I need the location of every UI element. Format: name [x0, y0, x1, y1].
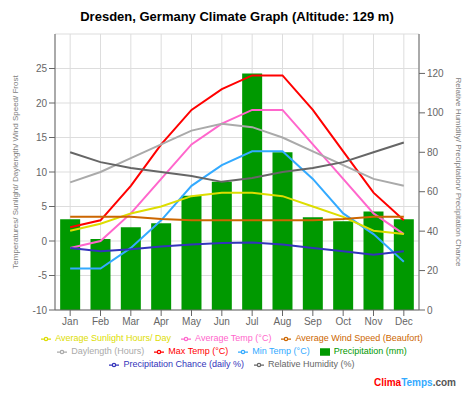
- svg-text:Jan: Jan: [62, 316, 78, 327]
- svg-text:5: 5: [41, 201, 47, 212]
- svg-text:Oct: Oct: [335, 316, 351, 327]
- svg-text:-5: -5: [38, 270, 47, 281]
- svg-text:Mar: Mar: [122, 316, 140, 327]
- svg-text:May: May: [182, 316, 201, 327]
- svg-text:100: 100: [427, 107, 444, 118]
- svg-text:Temperatures/ Sunlight/ Daylen: Temperatures/ Sunlight/ Daylength/ Wind …: [11, 75, 20, 269]
- svg-text:Feb: Feb: [92, 316, 110, 327]
- svg-text:20: 20: [36, 98, 48, 109]
- html-text:Max Temp (°C): Max Temp (°C): [168, 346, 229, 356]
- svg-text:20: 20: [427, 265, 439, 276]
- svg-text:40: 40: [427, 226, 439, 237]
- html-text:Precipitation (mm): Precipitation (mm): [333, 346, 407, 356]
- html-text:Relative Humidity (%): Relative Humidity (%): [268, 359, 355, 369]
- html-text:Average Temp (°C): Average Temp (°C): [195, 333, 272, 343]
- svg-text:15: 15: [36, 132, 48, 143]
- svg-text:Dec: Dec: [395, 316, 413, 327]
- svg-text:25: 25: [36, 63, 48, 74]
- html-text:Average Wind Speed (Beaufort): Average Wind Speed (Beaufort): [295, 333, 423, 343]
- svg-text:Relative Humidity/ Precipitati: Relative Humidity/ Precipitation/ Precip…: [454, 78, 463, 268]
- svg-text:0: 0: [427, 305, 433, 316]
- svg-text:0: 0: [41, 236, 47, 247]
- html-text:Average Sunlight Hours/ Day: Average Sunlight Hours/ Day: [55, 333, 172, 343]
- html-text:Min Temp (°C): Min Temp (°C): [252, 346, 310, 356]
- svg-text:Aug: Aug: [274, 316, 292, 327]
- svg-text:Nov: Nov: [365, 316, 383, 327]
- html-text:Dresden, Germany Climate Graph: Dresden, Germany Climate Graph (Altitude…: [80, 9, 394, 24]
- svg-text:Apr: Apr: [153, 316, 169, 327]
- svg-text:Jun: Jun: [214, 316, 230, 327]
- svg-text:10: 10: [36, 167, 48, 178]
- svg-text:Jul: Jul: [246, 316, 259, 327]
- svg-text:-10: -10: [33, 305, 48, 316]
- svg-text:Sep: Sep: [304, 316, 322, 327]
- svg-text:60: 60: [427, 186, 439, 197]
- html-text:Precipitation Chance (daily %): Precipitation Chance (daily %): [123, 359, 244, 369]
- svg-text:80: 80: [427, 147, 439, 158]
- html-text:Clima Temps.com: Clima Temps.com: [373, 377, 456, 388]
- svg-text:120: 120: [427, 68, 444, 79]
- html-text:Daylength (Hours): Daylength (Hours): [71, 346, 145, 356]
